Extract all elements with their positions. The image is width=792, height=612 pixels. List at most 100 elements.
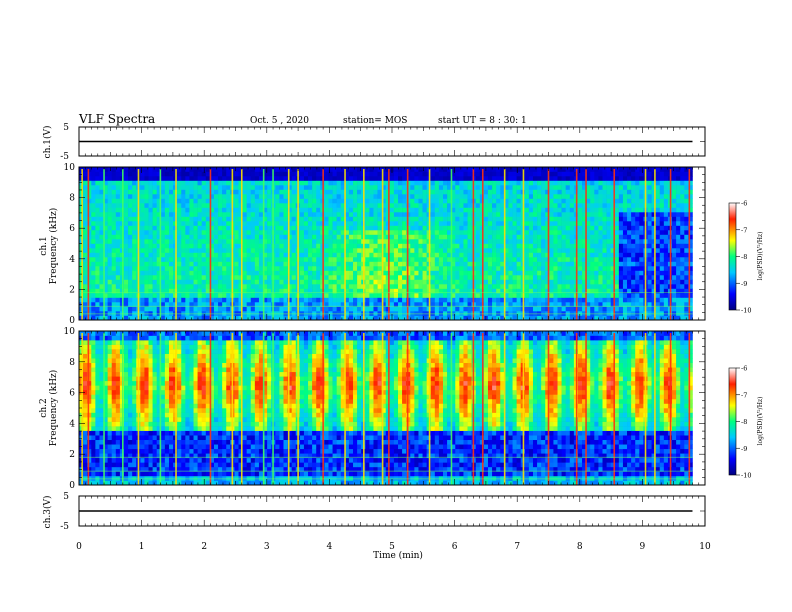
spectrogram-cell [132, 189, 137, 195]
spectrogram-cell [651, 279, 656, 285]
spectrogram-cell [107, 252, 113, 258]
spectrogram-cell [79, 180, 84, 186]
spectrogram-cell [373, 293, 378, 298]
spectrogram-cell [443, 234, 448, 240]
spectrogram-cell [91, 248, 96, 253]
spectrogram-cell [222, 171, 227, 177]
spectrogram-cell [422, 216, 427, 222]
spectrogram-cell [275, 234, 280, 240]
spectrogram-cell [565, 315, 571, 321]
spectrogram-cell [389, 198, 395, 204]
spectrogram-cell [242, 239, 247, 244]
spectrogram-cell [463, 230, 468, 235]
spectrogram-cell [512, 311, 517, 316]
spectrogram-cell [541, 203, 546, 208]
spectrogram-cell [389, 293, 395, 298]
spectrogram-cell [209, 194, 215, 199]
spectrogram-cell [308, 306, 313, 312]
spectrogram-cell [177, 239, 182, 244]
spectrogram-cell [209, 302, 215, 307]
spectrogram-cell [156, 203, 162, 208]
spectrogram-cell [348, 198, 354, 204]
spectrogram-cell [528, 239, 534, 244]
spectrogram-cell [107, 203, 113, 208]
spectrogram-cell [627, 302, 632, 307]
spectrogram-cell [434, 257, 440, 262]
spectrogram-cell [389, 284, 395, 289]
spectrogram-cell [455, 207, 460, 213]
spectrogram-cell [197, 239, 202, 244]
spectrogram-cell [168, 225, 174, 231]
spectrogram-cell [91, 221, 96, 226]
spectrogram-cell [177, 194, 182, 199]
spectrogram-cell [402, 252, 407, 258]
spectrogram-cell [287, 203, 292, 208]
spectrogram-cell [545, 302, 550, 307]
spectrogram-cell [181, 311, 186, 316]
spectrogram-cell [156, 176, 162, 181]
spectrogram-cell [148, 275, 153, 280]
spectrogram-cell [532, 306, 538, 312]
spectrogram-cell [357, 311, 362, 316]
spectrogram-cell [115, 288, 121, 294]
spectrogram-cell [410, 167, 415, 172]
spectrogram-cell [537, 243, 542, 249]
spectrogram-cell [369, 194, 374, 199]
spectrogram-cell [553, 288, 558, 294]
spectrogram-cell [144, 198, 149, 204]
spectrogram-cell [500, 171, 505, 177]
spectrogram-cell [590, 212, 595, 217]
spectrogram-cell [164, 293, 170, 298]
spectrogram-cell [263, 180, 268, 186]
spectrogram-cell [438, 167, 444, 172]
spectrogram-cell [332, 297, 337, 303]
spectrogram-cell [443, 189, 448, 195]
spectrogram-cell [365, 266, 370, 271]
spectrogram-cell [316, 275, 321, 280]
spectrogram-cell [250, 279, 256, 285]
spectrogram-cell [586, 257, 591, 262]
spectrogram-cell [238, 212, 243, 217]
spectrogram-cell [353, 234, 358, 240]
spectrogram-cell [348, 171, 354, 177]
spectrogram-cell [140, 225, 145, 231]
spectrogram-cell [504, 252, 509, 258]
spectrogram-cell [504, 275, 509, 280]
spectrogram-cell [254, 171, 260, 177]
spectrogram-cell [234, 266, 239, 271]
spectrogram-cell [218, 216, 223, 222]
spectrogram-cell [144, 221, 149, 226]
spectrogram-cell [483, 212, 489, 217]
spectrogram-cell [377, 185, 382, 190]
spectrogram-cell [263, 279, 268, 285]
spectrogram-cell [463, 207, 468, 213]
spectrogram-cell [316, 257, 321, 262]
spectrogram-cell [422, 194, 427, 199]
spectrogram-cell [234, 293, 239, 298]
spectrogram-cell [418, 171, 423, 177]
spectrogram-cell [263, 243, 268, 249]
spectrogram-cell [111, 284, 117, 289]
spectrogram-cell [545, 225, 550, 231]
spectrogram-cell [91, 212, 96, 217]
spectrogram-cell [402, 306, 407, 312]
spectrogram-cell [308, 180, 313, 186]
spectrogram-cell [250, 252, 256, 258]
spectrogram-cell [201, 180, 207, 186]
spectrogram-cell [91, 216, 96, 222]
spectrogram-cell [312, 189, 317, 195]
spectrogram-cell [275, 221, 280, 226]
spectrogram-cell [160, 243, 166, 249]
spectrogram-cell [218, 225, 223, 231]
spectrogram-cell [590, 288, 595, 294]
spectrogram-cell [316, 288, 321, 294]
spectrogram-cell [348, 297, 354, 303]
spectrogram-cell [463, 185, 468, 190]
spectrogram-cell [168, 302, 174, 307]
spectrogram-cell [91, 257, 96, 262]
spectrogram-cell [144, 288, 149, 294]
spectrogram-cell [545, 270, 550, 276]
spectrogram-cell [516, 257, 522, 262]
spectrogram-cell [496, 207, 501, 213]
spectrogram-cell [123, 306, 129, 312]
